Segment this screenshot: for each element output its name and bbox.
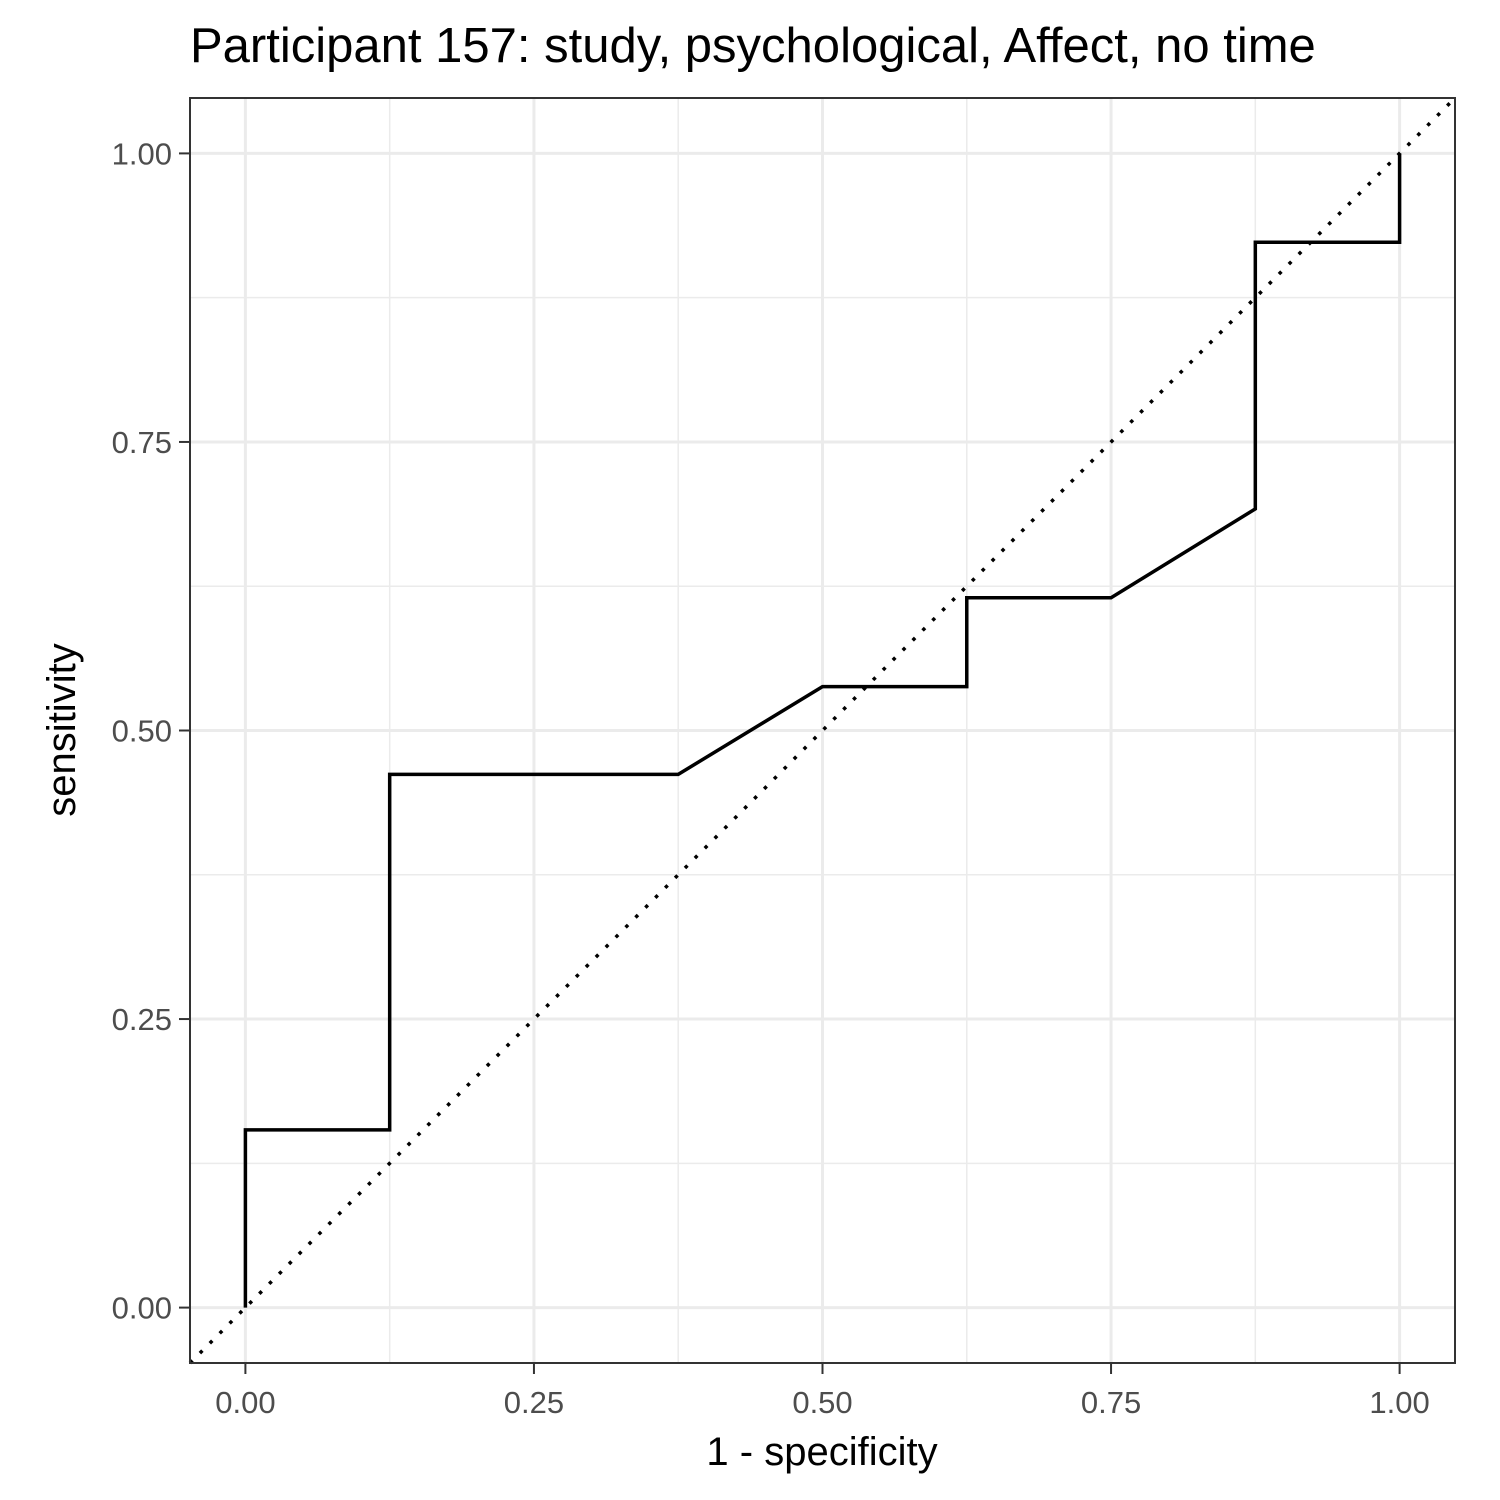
y-axis-title: sensitivity: [40, 643, 84, 816]
y-axis: 0.00 0.25 0.50 0.75 1.00: [112, 136, 190, 1326]
series-layer: [188, 96, 1457, 1365]
plot-panel: [188, 96, 1457, 1365]
x-tick-label: 0.00: [215, 1385, 275, 1420]
y-tick-label: 0.50: [112, 714, 172, 749]
x-tick-label: 0.25: [504, 1385, 564, 1420]
y-tick-label: 0.75: [112, 425, 172, 460]
x-tick-label: 0.75: [1081, 1385, 1141, 1420]
y-tick-label: 0.00: [112, 1291, 172, 1326]
y-tick-label: 0.25: [112, 1002, 172, 1037]
x-tick-label: 1.00: [1369, 1385, 1429, 1420]
x-axis-title: 1 - specificity: [706, 1430, 937, 1474]
chart-title: Participant 157: study, psychological, A…: [190, 19, 1316, 73]
major-gridlines: [190, 98, 1455, 1363]
x-tick-label: 0.50: [792, 1385, 852, 1420]
y-tick-label: 1.00: [112, 136, 172, 171]
x-axis: 0.00 0.25 0.50 0.75 1.00: [215, 1363, 1430, 1420]
roc-curve-line: [243, 153, 1402, 1308]
